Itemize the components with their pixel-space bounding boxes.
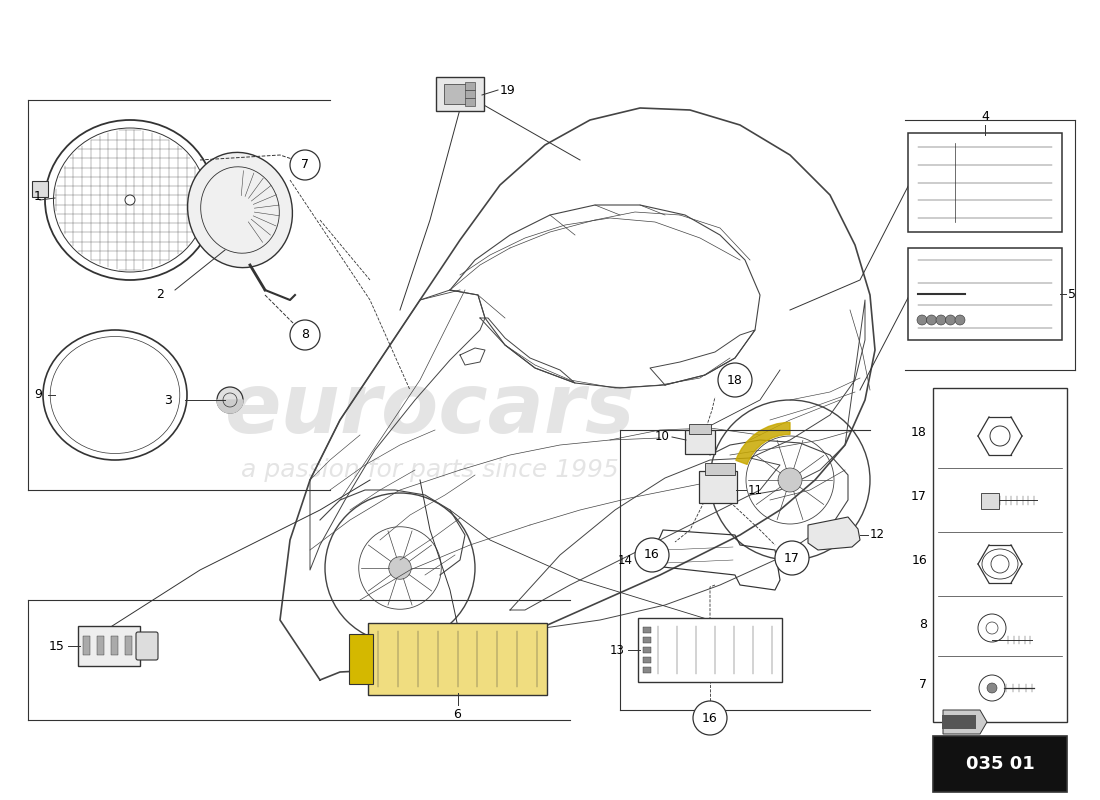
Text: 9: 9 <box>34 389 42 402</box>
FancyBboxPatch shape <box>908 248 1062 340</box>
FancyBboxPatch shape <box>82 635 89 654</box>
Text: 18: 18 <box>727 374 742 386</box>
FancyBboxPatch shape <box>642 666 651 674</box>
Circle shape <box>917 315 927 325</box>
Text: 16: 16 <box>702 711 718 725</box>
Polygon shape <box>808 517 860 550</box>
FancyBboxPatch shape <box>436 77 484 111</box>
FancyBboxPatch shape <box>933 388 1067 722</box>
Circle shape <box>635 538 669 572</box>
Wedge shape <box>736 422 790 465</box>
Text: 14: 14 <box>618 554 632 566</box>
Circle shape <box>693 701 727 735</box>
Text: 7: 7 <box>301 158 309 171</box>
FancyBboxPatch shape <box>465 98 475 106</box>
Polygon shape <box>943 710 987 734</box>
Text: 4: 4 <box>981 110 989 123</box>
FancyBboxPatch shape <box>124 635 132 654</box>
Text: 1: 1 <box>34 190 42 202</box>
FancyBboxPatch shape <box>465 82 475 90</box>
Text: 8: 8 <box>301 329 309 342</box>
FancyBboxPatch shape <box>136 632 158 660</box>
Circle shape <box>987 683 997 693</box>
Text: 17: 17 <box>911 490 927 503</box>
Text: 2: 2 <box>156 289 164 302</box>
Circle shape <box>290 150 320 180</box>
FancyBboxPatch shape <box>638 618 782 682</box>
Text: 16: 16 <box>645 549 660 562</box>
Circle shape <box>936 315 946 325</box>
FancyBboxPatch shape <box>981 493 999 509</box>
Text: 3: 3 <box>164 394 172 406</box>
Text: 15: 15 <box>50 639 65 653</box>
Text: 13: 13 <box>610 643 625 657</box>
Wedge shape <box>217 400 243 413</box>
Circle shape <box>125 195 135 205</box>
FancyBboxPatch shape <box>110 635 118 654</box>
Text: 18: 18 <box>911 426 927 439</box>
Text: 12: 12 <box>870 529 886 542</box>
FancyBboxPatch shape <box>685 430 715 454</box>
FancyBboxPatch shape <box>642 626 651 634</box>
Text: 8: 8 <box>918 618 927 631</box>
Circle shape <box>946 315 956 325</box>
Text: 10: 10 <box>656 430 670 443</box>
Text: 19: 19 <box>500 83 516 97</box>
Text: 7: 7 <box>918 678 927 691</box>
FancyBboxPatch shape <box>689 424 711 434</box>
Circle shape <box>778 468 802 492</box>
FancyBboxPatch shape <box>368 623 547 695</box>
Text: 16: 16 <box>911 554 927 567</box>
Circle shape <box>217 387 243 413</box>
Text: 5: 5 <box>1068 287 1076 301</box>
Circle shape <box>776 541 808 575</box>
Ellipse shape <box>188 152 293 268</box>
FancyBboxPatch shape <box>642 646 651 654</box>
Text: 035 01: 035 01 <box>966 755 1034 773</box>
FancyBboxPatch shape <box>465 90 475 98</box>
Text: 17: 17 <box>784 551 800 565</box>
Circle shape <box>290 320 320 350</box>
Text: 11: 11 <box>748 483 763 497</box>
FancyBboxPatch shape <box>642 657 651 663</box>
FancyBboxPatch shape <box>78 626 140 666</box>
Text: 6: 6 <box>453 708 461 721</box>
FancyBboxPatch shape <box>698 471 737 503</box>
FancyBboxPatch shape <box>942 715 976 729</box>
Circle shape <box>388 557 411 579</box>
FancyBboxPatch shape <box>349 634 373 684</box>
Circle shape <box>718 363 752 397</box>
FancyBboxPatch shape <box>908 133 1062 232</box>
FancyBboxPatch shape <box>705 463 735 475</box>
FancyBboxPatch shape <box>642 637 651 643</box>
FancyBboxPatch shape <box>933 736 1067 792</box>
FancyBboxPatch shape <box>97 635 103 654</box>
FancyBboxPatch shape <box>444 84 466 104</box>
Text: eurocars: eurocars <box>224 370 636 450</box>
Circle shape <box>926 315 936 325</box>
FancyBboxPatch shape <box>32 181 48 197</box>
Circle shape <box>955 315 965 325</box>
Text: a passion for parts since 1995: a passion for parts since 1995 <box>241 458 619 482</box>
